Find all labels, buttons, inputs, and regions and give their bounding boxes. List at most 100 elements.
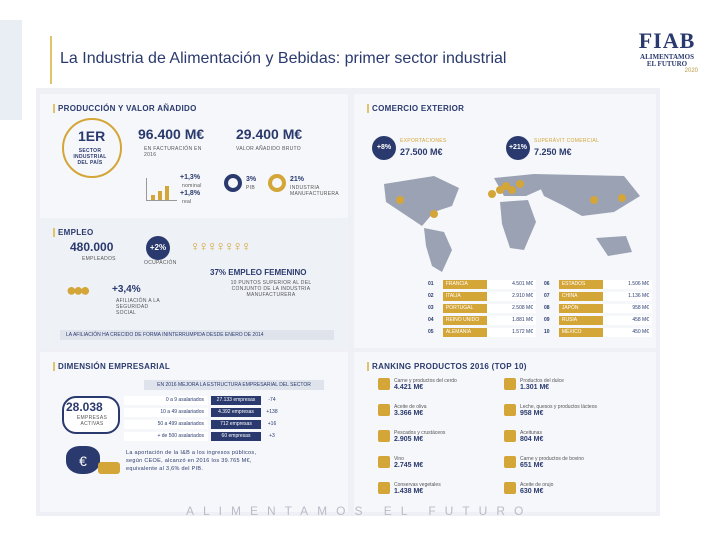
country-value: 458 M€	[602, 316, 652, 325]
ranking-item: Leche, quesos y productos lácteos 958 M€	[504, 404, 597, 417]
product-label: Carne y productos de bovino	[520, 456, 584, 462]
product-icon	[378, 378, 390, 390]
ranking-item: Vino 2.745 M€	[378, 456, 424, 469]
product-icon	[504, 378, 516, 390]
count-delta: +16	[267, 421, 277, 427]
empleados-label: EMPLEADOS	[82, 256, 116, 262]
company-count: 712 empresas	[211, 420, 261, 429]
laurel-badge	[62, 118, 122, 178]
manuf-pct: 21%	[290, 176, 305, 183]
country-name: RUSIA	[558, 316, 603, 325]
valor-label: VALOR AÑADIDO BRUTO	[236, 146, 301, 152]
country-name: FRANCIA	[442, 280, 487, 289]
ranking-item: Aceite de orujo 630 M€	[504, 482, 553, 495]
country-value: 2.910 M€	[486, 292, 536, 301]
fiab-logo: FIAB ALIMENTAMOS EL FUTURO 2020	[632, 28, 702, 88]
empresas-value: 28.038	[66, 400, 103, 414]
country-value: 1.881 M€	[486, 316, 536, 325]
export-label: EXPORTACIONES	[400, 138, 447, 144]
growth-chart-icon	[146, 178, 177, 201]
facturacion-label: EN FACTURACIÓN EN 2016	[144, 146, 202, 158]
ranking-heading: RANKING PRODUCTOS 2016 (TOP 10)	[367, 362, 527, 371]
product-label: Conservas vegetales	[394, 482, 441, 488]
product-value: 3.366 M€	[394, 410, 424, 417]
country-row: 02 ITALIA 2.910 M€ 07 CHINA 1.136 M€	[428, 292, 660, 301]
footer-tagline: ALIMENTAMOS EL FUTURO	[186, 504, 533, 518]
dimension-heading: DIMENSIÓN EMPRESARIAL	[52, 362, 171, 371]
country-row: 04 REINO UNIDO 1.881 M€ 09 RUSIA 458 M€	[428, 316, 660, 325]
country-name: CHINA	[558, 292, 603, 301]
dimension-panel: DIMENSIÓN EMPRESARIAL EN 2016 MEJORA LA …	[40, 352, 348, 512]
country-rank: 07	[544, 293, 550, 299]
product-label: Pescados y crustáceos	[394, 430, 446, 436]
ocupacion-label: OCUPACIÓN	[144, 260, 177, 266]
country-name: PORTUGAL	[442, 304, 487, 313]
size-label: 0 a 9 asalariados	[124, 396, 208, 405]
empresas-row: 0 a 9 asalariados 27.133 empresas -74	[124, 396, 364, 405]
afiliacion-value: +3,4%	[112, 284, 141, 295]
produccion-heading: PRODUCCIÓN Y VALOR AÑADIDO	[53, 104, 197, 113]
coins-icon	[98, 462, 120, 474]
country-value: 1.506 M€	[602, 280, 652, 289]
product-value: 2.745 M€	[394, 462, 424, 469]
product-icon	[378, 404, 390, 416]
country-value: 2.508 M€	[486, 304, 536, 313]
ranking-item: Carne y productos del cerdo 4.421 M€	[378, 378, 457, 391]
product-value: 1.301 M€	[520, 384, 550, 391]
rank-value: 1ER	[78, 128, 106, 144]
femenino-caption: 10 PUNTOS SUPERIOR AL DEL CONJUNTO DE LA…	[230, 280, 312, 298]
country-value: 1.572 M€	[486, 328, 536, 337]
money-bag-icon: €	[66, 446, 100, 474]
empresas-table: 0 a 9 asalariados 27.133 empresas -74 10 a …	[124, 396, 364, 444]
pib-pie-icon	[224, 174, 242, 192]
empleo-panel: EMPLEO 480.000 EMPLEADOS +2% OCUPACIÓN ♀…	[40, 218, 348, 348]
growth-nominal: +1,3%	[180, 174, 201, 181]
country-rank: 10	[544, 329, 550, 335]
country-value: 450 M€	[602, 328, 652, 337]
country-rank: 06	[544, 281, 550, 287]
logo-year: 2020	[684, 68, 698, 74]
empleo-heading: EMPLEO	[53, 228, 94, 237]
empresas-box	[62, 396, 120, 434]
export-growth-badge: +8%	[372, 136, 396, 160]
country-name: REINO UNIDO	[442, 316, 487, 325]
country-rank: 09	[544, 317, 550, 323]
ranking-item: Conservas vegetales 1.438 M€	[378, 482, 441, 495]
page-title: La Industria de Alimentación y Bebidas: …	[60, 50, 507, 67]
empresas-row: + de 500 asalariados 60 empresas +3	[124, 432, 364, 441]
country-name: ESTADOS UNIDOS	[558, 280, 603, 296]
product-label: Leche, quesos y productos lácteos	[520, 404, 597, 410]
female-figures-icon: ♀♀♀♀♀♀♀	[190, 238, 251, 254]
product-value: 958 M€	[520, 410, 544, 417]
country-row: 03 PORTUGAL 2.508 M€ 08 JAPÓN 958 M€	[428, 304, 660, 313]
count-delta: -74	[268, 397, 276, 403]
country-row: 05 ALEMANIA 1.572 M€ 10 MÉXICO 450 M€	[428, 328, 660, 337]
country-rank: 05	[428, 329, 434, 335]
country-rank: 02	[428, 293, 434, 299]
logo-line2: EL FUTURO	[646, 60, 688, 68]
size-label: + de 500 asalariados	[124, 432, 208, 441]
left-accent-bar	[0, 20, 22, 120]
empresas-label: EMPRESAS ACTIVAS	[76, 415, 108, 427]
product-label: Productos del dulce	[520, 378, 564, 384]
dimension-banner: EN 2016 MEJORA LA ESTRUCTURA EMPRESARIAL…	[144, 380, 324, 390]
product-value: 1.438 M€	[394, 488, 424, 495]
ranking-panel: RANKING PRODUCTOS 2016 (TOP 10) Carne y …	[354, 352, 656, 512]
product-label: Aceite de oliva	[394, 404, 427, 410]
empresas-row: 50 a 499 asalariados 712 empresas +16	[124, 420, 364, 429]
country-name: JAPÓN	[558, 304, 603, 313]
title-accent-line	[50, 36, 52, 84]
product-value: 630 M€	[520, 488, 544, 495]
product-value: 804 M€	[520, 436, 544, 443]
country-value: 1.136 M€	[602, 292, 652, 301]
country-rank: 04	[428, 317, 434, 323]
valor-value: 29.400 M€	[236, 126, 303, 142]
note-line3: equivalente al 3,6% del PIB.	[126, 466, 204, 472]
ranking-item: Aceite de oliva 3.366 M€	[378, 404, 427, 417]
product-icon	[378, 430, 390, 442]
country-name: ALEMANIA	[442, 328, 487, 337]
product-label: Carne y productos del cerdo	[394, 378, 457, 384]
count-delta: +138	[266, 409, 278, 415]
company-count: 27.133 empresas	[211, 396, 261, 405]
